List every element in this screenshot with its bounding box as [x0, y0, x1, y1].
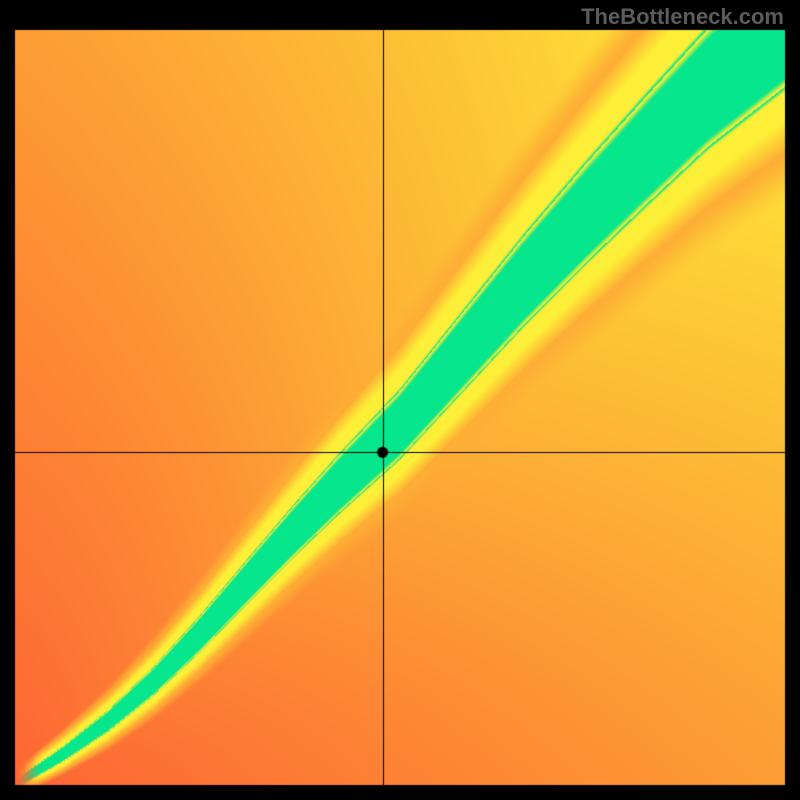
- chart-container: TheBottleneck.com: [0, 0, 800, 800]
- watermark-text: TheBottleneck.com: [581, 4, 784, 30]
- heatmap-canvas: [0, 0, 800, 800]
